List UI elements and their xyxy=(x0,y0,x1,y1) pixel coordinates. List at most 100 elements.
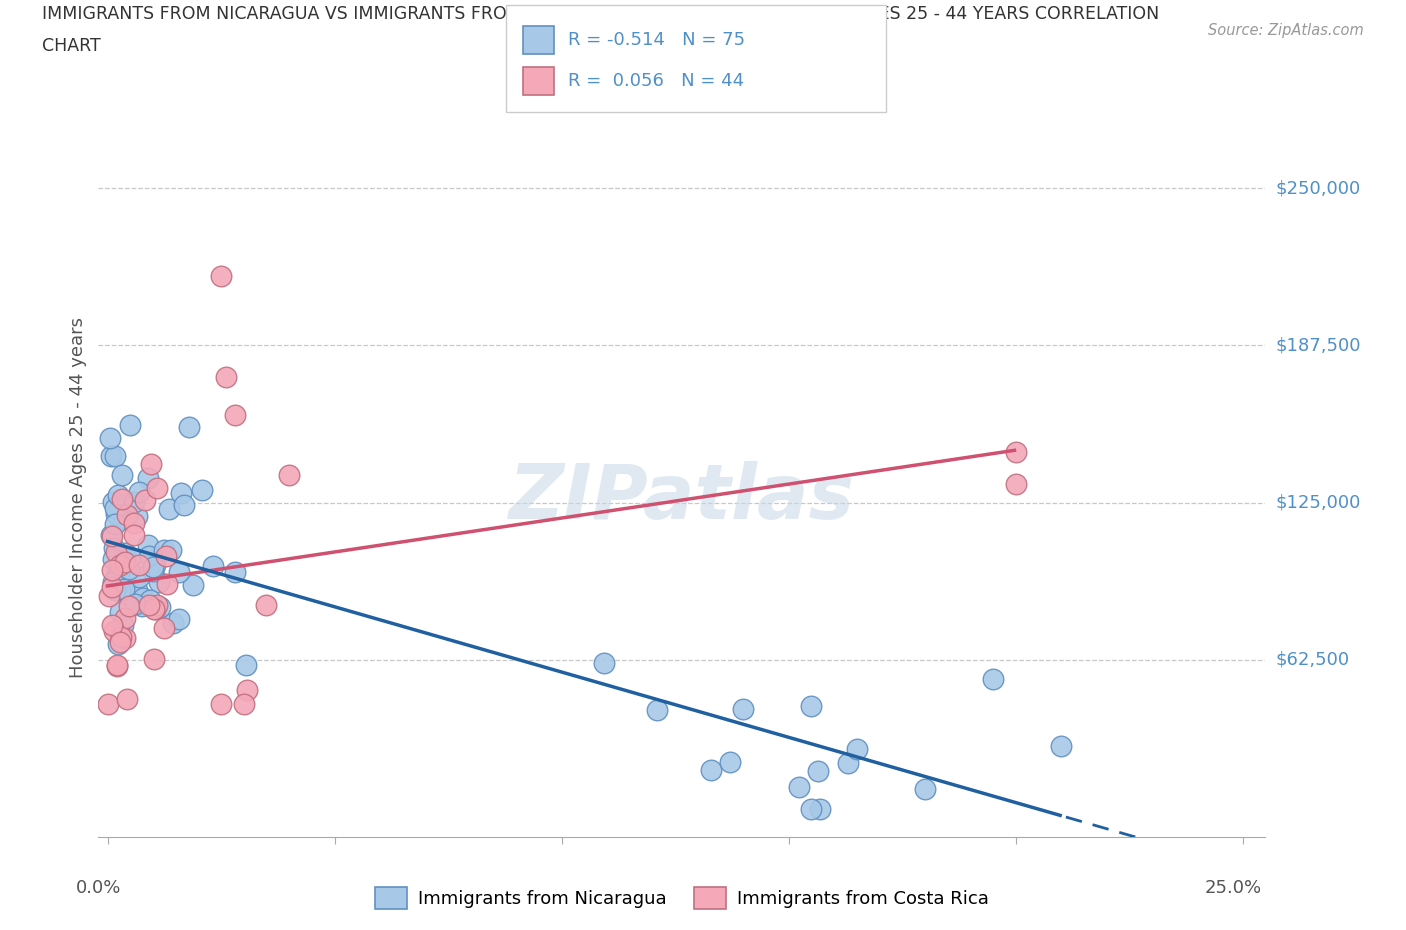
Point xyxy=(808,802,831,817)
Point xyxy=(224,565,246,579)
Point xyxy=(101,575,124,590)
Text: $187,500: $187,500 xyxy=(1275,337,1361,354)
Point xyxy=(115,507,138,522)
Point xyxy=(1004,477,1026,492)
Point xyxy=(167,565,190,579)
Point xyxy=(114,545,136,560)
Text: ZIPatlas: ZIPatlas xyxy=(509,460,855,535)
Text: CHART: CHART xyxy=(42,37,101,55)
Text: $62,500: $62,500 xyxy=(1275,651,1350,669)
Point xyxy=(103,540,125,555)
Point xyxy=(201,559,224,574)
Point xyxy=(146,598,169,613)
Point xyxy=(122,528,145,543)
Text: R =  0.056   N = 44: R = 0.056 N = 44 xyxy=(568,72,744,90)
Text: 0.0%: 0.0% xyxy=(76,879,121,897)
Point xyxy=(108,566,131,581)
Point xyxy=(162,616,184,631)
Point xyxy=(153,620,176,635)
Point xyxy=(101,495,124,510)
Point xyxy=(112,553,135,568)
Legend: Immigrants from Nicaragua, Immigrants from Costa Rica: Immigrants from Nicaragua, Immigrants fr… xyxy=(367,880,997,916)
Point xyxy=(111,468,134,483)
Point xyxy=(136,538,159,552)
Point xyxy=(103,501,125,516)
Point xyxy=(169,611,191,626)
Text: R = -0.514   N = 75: R = -0.514 N = 75 xyxy=(568,31,745,49)
Text: 25.0%: 25.0% xyxy=(1205,879,1263,897)
Point xyxy=(107,636,129,651)
Point xyxy=(97,588,120,603)
Point xyxy=(128,485,150,499)
Text: $125,000: $125,000 xyxy=(1275,494,1361,512)
Point xyxy=(101,579,124,594)
Point xyxy=(112,581,135,596)
Point xyxy=(105,658,128,672)
Point xyxy=(104,448,127,463)
Point xyxy=(149,599,172,614)
Point xyxy=(136,471,159,485)
Point xyxy=(148,575,170,590)
Point xyxy=(142,601,165,616)
Point xyxy=(146,481,169,496)
Point xyxy=(179,419,201,434)
Point xyxy=(845,742,868,757)
Point xyxy=(118,599,141,614)
Point xyxy=(108,634,131,649)
Point xyxy=(134,492,156,507)
Point xyxy=(837,755,859,770)
Point xyxy=(981,671,1004,686)
Point xyxy=(132,597,155,612)
Point xyxy=(100,527,122,542)
Point xyxy=(236,683,259,698)
Point xyxy=(800,698,823,713)
Text: $250,000: $250,000 xyxy=(1275,179,1361,197)
Point xyxy=(103,623,125,638)
Point xyxy=(173,498,195,512)
Point xyxy=(138,597,160,612)
Point xyxy=(98,431,121,445)
Point xyxy=(112,618,135,632)
Point xyxy=(104,516,127,531)
Point xyxy=(593,655,616,670)
Point xyxy=(132,591,155,605)
Point xyxy=(224,407,246,422)
Point xyxy=(143,652,166,667)
Point xyxy=(169,485,191,500)
Point xyxy=(114,610,136,625)
Point xyxy=(104,583,127,598)
Point xyxy=(97,697,120,711)
Y-axis label: Householder Income Ages 25 - 44 years: Householder Income Ages 25 - 44 years xyxy=(69,317,87,678)
Point xyxy=(101,618,124,632)
Point xyxy=(110,630,132,644)
Point xyxy=(183,578,205,592)
Point xyxy=(143,602,166,617)
Point xyxy=(108,582,131,597)
Point xyxy=(214,369,236,384)
Point xyxy=(124,495,146,510)
Point xyxy=(142,564,165,578)
Point xyxy=(100,529,122,544)
Point xyxy=(807,764,830,778)
Point xyxy=(209,269,232,284)
Point xyxy=(157,501,180,516)
Point xyxy=(232,697,254,711)
Text: IMMIGRANTS FROM NICARAGUA VS IMMIGRANTS FROM COSTA RICA HOUSEHOLDER INCOME AGES : IMMIGRANTS FROM NICARAGUA VS IMMIGRANTS … xyxy=(42,5,1160,22)
Point xyxy=(143,600,166,615)
Point xyxy=(254,598,277,613)
Point xyxy=(138,549,160,564)
Point xyxy=(139,592,162,607)
Point xyxy=(124,596,146,611)
Point xyxy=(125,583,148,598)
Point xyxy=(155,549,177,564)
Point xyxy=(235,658,257,672)
Point xyxy=(733,701,755,716)
Point xyxy=(209,697,232,711)
Point xyxy=(787,780,810,795)
Point xyxy=(152,542,174,557)
Point xyxy=(114,631,136,645)
Point xyxy=(122,515,145,530)
Point xyxy=(156,576,179,591)
Point xyxy=(101,551,124,566)
Text: Source: ZipAtlas.com: Source: ZipAtlas.com xyxy=(1208,23,1364,38)
